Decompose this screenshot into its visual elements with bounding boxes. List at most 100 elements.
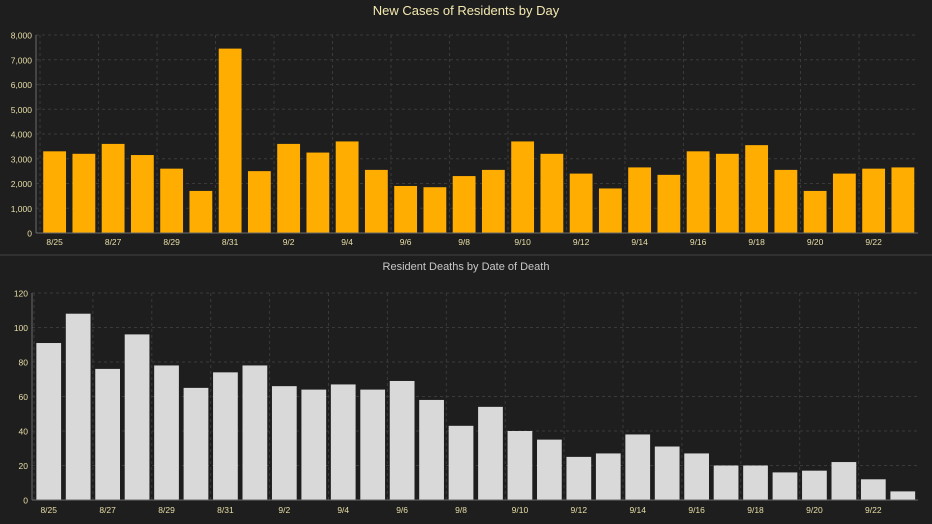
cases-y-tick-label: 3,000: [11, 154, 33, 164]
deaths-axes: [31, 293, 918, 501]
cases-y-tick-label: 6,000: [11, 80, 33, 90]
cases-bar[interactable]: [160, 168, 184, 233]
deaths-bar[interactable]: [478, 406, 503, 500]
cases-x-tick-label: 8/25: [46, 237, 63, 247]
deaths-x-tick-label: 9/4: [337, 505, 349, 515]
deaths-bar[interactable]: [124, 334, 150, 500]
cases-x-tick-label: 9/20: [807, 237, 824, 247]
deaths-y-tick-label: 40: [19, 427, 29, 437]
deaths-x-tick-label: 9/8: [455, 505, 467, 515]
cases-bar[interactable]: [130, 155, 154, 233]
cases-bar[interactable]: [832, 173, 856, 233]
deaths-bar[interactable]: [713, 465, 739, 501]
cases-bar[interactable]: [511, 141, 535, 233]
cases-bar[interactable]: [598, 188, 622, 233]
cases-x-tick-label: 9/4: [341, 237, 353, 247]
deaths-x-tick-label: 8/31: [217, 505, 234, 515]
deaths-x-tick-label: 9/16: [688, 505, 705, 515]
deaths-x-tick-label: 8/25: [40, 505, 57, 515]
cases-bar[interactable]: [72, 153, 96, 233]
deaths-bar[interactable]: [831, 462, 857, 500]
deaths-x-tick-label: 9/12: [571, 505, 588, 515]
deaths-y-tick-label: 100: [14, 323, 28, 333]
deaths-bar[interactable]: [419, 399, 444, 500]
deaths-bar[interactable]: [36, 343, 62, 500]
cases-x-tick-label: 8/27: [105, 237, 122, 247]
deaths-bar[interactable]: [507, 431, 533, 500]
cases-y-tick-label: 5,000: [11, 105, 33, 115]
cases-bar[interactable]: [481, 169, 505, 233]
cases-x-tick-label: 8/29: [163, 237, 180, 247]
cases-bar[interactable]: [540, 153, 564, 233]
cases-y-tick-label: 7,000: [11, 55, 33, 65]
cases-bar[interactable]: [218, 48, 242, 233]
cases-bar[interactable]: [423, 187, 447, 233]
cases-bar[interactable]: [43, 151, 67, 233]
deaths-x-tick-label: 9/22: [865, 505, 882, 515]
cases-bar[interactable]: [394, 185, 418, 233]
deaths-x-tick-label: 9/14: [629, 505, 646, 515]
deaths-x-tick-labels: 8/25 8/27 8/29 8/31 9/2 9/4 9/6 9/8 9/10 9/12 9/14…: [40, 505, 881, 515]
cases-bar[interactable]: [277, 143, 301, 233]
deaths-bar[interactable]: [360, 389, 386, 500]
deaths-bar[interactable]: [389, 380, 415, 500]
cases-x-tick-label: 9/16: [690, 237, 707, 247]
deaths-bar[interactable]: [595, 453, 621, 500]
deaths-y-tick-label: 120: [14, 289, 28, 299]
deaths-bar[interactable]: [301, 389, 327, 500]
deaths-bar[interactable]: [625, 434, 651, 500]
cases-bar[interactable]: [774, 169, 798, 233]
cases-bar[interactable]: [101, 143, 125, 233]
deaths-bar[interactable]: [654, 446, 680, 500]
cases-bar[interactable]: [335, 141, 359, 233]
deaths-bar[interactable]: [537, 439, 562, 501]
deaths-bar[interactable]: [448, 425, 474, 500]
cases-bar[interactable]: [862, 168, 886, 233]
deaths-x-tick-label: 9/2: [278, 505, 290, 515]
deaths-y-tick-labels: 0 20 40 60 80 100 120: [14, 289, 28, 506]
cases-bar[interactable]: [803, 190, 827, 233]
deaths-y-tick-label: 0: [23, 496, 28, 506]
cases-y-tick-label: 4,000: [11, 130, 33, 140]
deaths-bar[interactable]: [213, 372, 238, 500]
cases-bar[interactable]: [306, 152, 330, 233]
deaths-x-tick-label: 9/10: [512, 505, 529, 515]
cases-x-tick-label: 9/18: [748, 237, 765, 247]
cases-x-tick-label: 9/12: [573, 237, 590, 247]
cases-y-tick-label: 8,000: [11, 31, 33, 41]
cases-y-tick-label: 1,000: [11, 204, 33, 214]
deaths-bar[interactable]: [772, 472, 798, 500]
deaths-bar[interactable]: [890, 491, 916, 501]
deaths-y-tick-label: 80: [19, 358, 29, 368]
cases-bar[interactable]: [628, 167, 652, 233]
deaths-bar[interactable]: [242, 365, 268, 500]
cases-bars: [43, 48, 915, 234]
cases-x-tick-labels: 8/25 8/27 8/29 8/31 9/2 9/4 9/6 9/8 9/10 9/12 9/14…: [46, 237, 882, 247]
cases-bar[interactable]: [569, 173, 593, 233]
deaths-bar[interactable]: [330, 384, 356, 500]
cases-bar[interactable]: [189, 190, 213, 233]
cases-x-tick-label: 9/22: [865, 237, 882, 247]
cases-bar[interactable]: [686, 151, 710, 233]
deaths-bar[interactable]: [95, 368, 120, 500]
cases-bar[interactable]: [657, 174, 681, 233]
deaths-bar[interactable]: [743, 465, 768, 501]
cases-x-tick-label: 9/6: [400, 237, 412, 247]
deaths-bar[interactable]: [802, 470, 827, 500]
deaths-bar[interactable]: [860, 479, 886, 500]
deaths-bar[interactable]: [566, 456, 592, 501]
deaths-bar[interactable]: [271, 386, 297, 500]
cases-bar[interactable]: [247, 171, 271, 234]
cases-bar[interactable]: [452, 176, 476, 233]
deaths-y-tick-label: 20: [19, 461, 29, 471]
deaths-bar[interactable]: [154, 365, 179, 500]
cases-bar[interactable]: [364, 169, 388, 233]
deaths-bar[interactable]: [684, 453, 709, 500]
cases-bar[interactable]: [715, 153, 739, 233]
cases-bar[interactable]: [745, 145, 769, 233]
cases-chart: New Cases of Residents by Day 0 1,000 2,00…: [11, 3, 918, 247]
deaths-bar[interactable]: [65, 313, 91, 500]
deaths-bar[interactable]: [183, 387, 209, 501]
cases-bar[interactable]: [891, 167, 915, 233]
